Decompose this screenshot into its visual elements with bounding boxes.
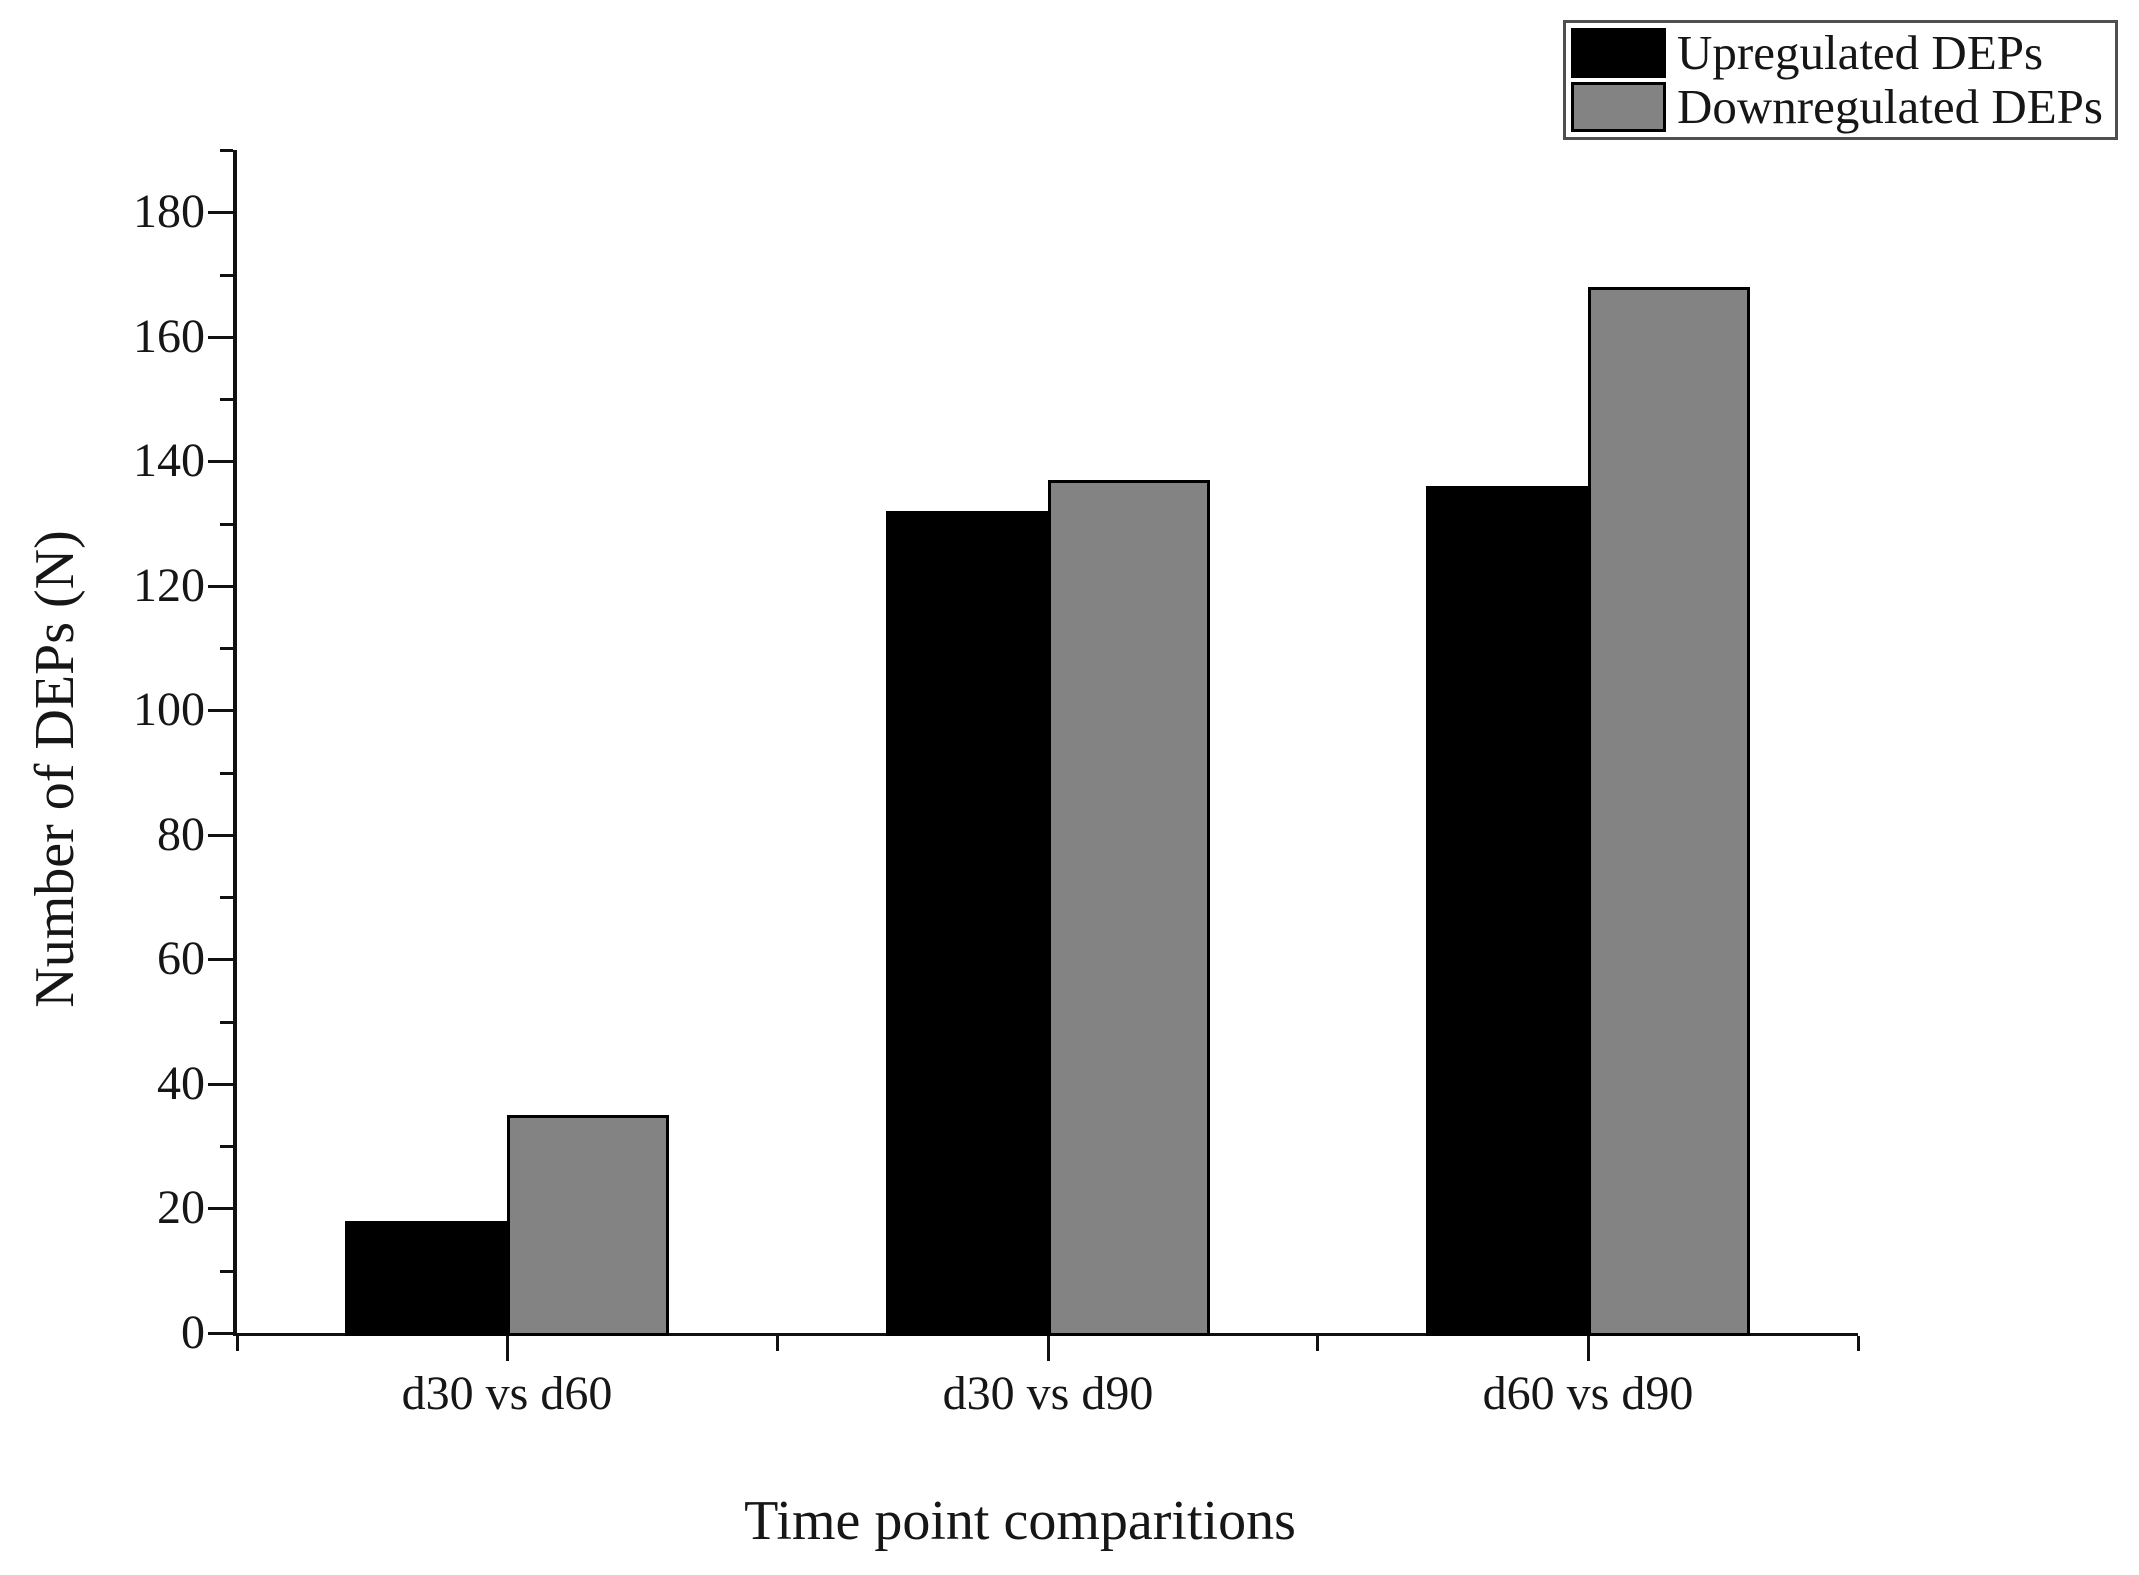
y-tick-minor [220,149,233,152]
legend-label-downregulated: Downregulated DEPs [1677,79,2103,135]
x-tick-minor [1316,1336,1319,1351]
legend-item-downregulated: Downregulated DEPs [1571,79,2115,135]
y-tick-major [208,1207,233,1210]
x-tick-minor [236,1336,239,1351]
x-tick-label: d30 vs d90 [942,1367,1154,1420]
y-tick-major [208,958,233,961]
y-tick-minor [220,523,233,526]
y-tick-label: 0 [181,1306,205,1359]
chart-legend: Upregulated DEPs Downregulated DEPs [1563,20,2118,140]
y-tick-major [208,585,233,588]
y-axis-line [233,150,237,1336]
legend-swatch-downregulated [1571,82,1666,133]
y-tick-major [208,211,233,214]
y-tick-label: 20 [157,1181,205,1234]
y-tick-major [208,460,233,463]
y-tick-label: 120 [133,559,205,612]
y-tick-major [208,1332,233,1335]
bar-upregulated-deps-d30-vs-d90 [886,511,1048,1336]
bar-downregulated-deps-d30-vs-d90 [1048,480,1210,1336]
y-tick-label: 100 [133,683,205,736]
y-tick-major [208,1083,233,1086]
x-tick-major [506,1336,509,1361]
y-tick-minor [220,1021,233,1024]
x-tick-major [1047,1336,1050,1361]
y-tick-label: 160 [133,310,205,363]
x-tick-label: d30 vs d60 [401,1367,613,1420]
bar-upregulated-deps-d60-vs-d90 [1426,486,1588,1336]
legend-item-upregulated: Upregulated DEPs [1571,24,2115,80]
legend-swatch-upregulated [1571,27,1666,78]
x-tick-minor [1857,1336,1860,1351]
y-tick-minor [220,274,233,277]
y-tick-label: 40 [157,1057,205,1110]
y-tick-label: 60 [157,932,205,985]
bar-downregulated-deps-d60-vs-d90 [1588,287,1750,1336]
y-tick-minor [220,1270,233,1273]
y-tick-label: 80 [157,808,205,861]
x-tick-label: d60 vs d90 [1482,1367,1694,1420]
x-axis-title: Time point comparitions [744,1490,1296,1552]
y-tick-major [208,336,233,339]
y-tick-major [208,709,233,712]
y-axis-title: Number of DEPs (N) [24,530,86,1008]
bar-upregulated-deps-d30-vs-d60 [345,1221,507,1336]
y-tick-minor [220,896,233,899]
x-tick-minor [776,1336,779,1351]
legend-label-upregulated: Upregulated DEPs [1677,24,2044,80]
y-tick-minor [220,647,233,650]
y-tick-label: 140 [133,434,205,487]
y-tick-label: 180 [133,185,205,238]
y-tick-minor [220,772,233,775]
y-tick-minor [220,398,233,401]
y-tick-minor [220,1145,233,1148]
bar-downregulated-deps-d30-vs-d60 [507,1115,669,1336]
x-tick-major [1587,1336,1590,1361]
y-tick-major [208,834,233,837]
